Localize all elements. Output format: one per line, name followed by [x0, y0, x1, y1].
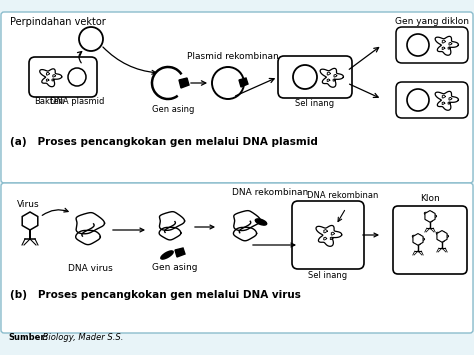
Text: Klon: Klon: [420, 194, 440, 203]
Text: Sel inang: Sel inang: [295, 99, 335, 108]
Text: Bakteri: Bakteri: [34, 97, 64, 106]
Text: Gen asing: Gen asing: [152, 263, 198, 272]
Polygon shape: [413, 234, 423, 245]
Text: Plasmid rekombinan: Plasmid rekombinan: [187, 52, 279, 61]
Polygon shape: [437, 230, 447, 242]
FancyBboxPatch shape: [29, 57, 97, 97]
FancyBboxPatch shape: [1, 12, 473, 183]
Text: DNA rekombinan: DNA rekombinan: [232, 188, 308, 197]
Polygon shape: [175, 248, 185, 257]
Text: DNA virus: DNA virus: [68, 264, 112, 273]
FancyBboxPatch shape: [1, 183, 473, 333]
Text: Sumber:: Sumber:: [8, 333, 48, 342]
Text: Gen yang diklon: Gen yang diklon: [395, 17, 469, 26]
FancyBboxPatch shape: [396, 82, 468, 118]
FancyBboxPatch shape: [292, 201, 364, 269]
Text: DNA plasmid: DNA plasmid: [50, 97, 104, 106]
Ellipse shape: [255, 219, 267, 225]
Polygon shape: [179, 78, 189, 88]
Text: (a)   Proses pencangkokan gen melalui DNA plasmid: (a) Proses pencangkokan gen melalui DNA …: [10, 137, 318, 147]
FancyBboxPatch shape: [393, 206, 467, 274]
Text: Biology, Mader S.S.: Biology, Mader S.S.: [40, 333, 123, 342]
Text: (b)   Proses pencangkokan gen melalui DNA virus: (b) Proses pencangkokan gen melalui DNA …: [10, 290, 301, 300]
FancyBboxPatch shape: [278, 56, 352, 98]
Text: Perpindahan vektor: Perpindahan vektor: [10, 17, 106, 27]
Polygon shape: [425, 211, 435, 222]
Polygon shape: [22, 212, 38, 230]
Ellipse shape: [161, 251, 173, 259]
Text: Virus: Virus: [17, 200, 39, 209]
Polygon shape: [239, 78, 248, 87]
Text: Gen asing: Gen asing: [152, 105, 194, 114]
Text: DNA rekombinan: DNA rekombinan: [307, 191, 379, 200]
Text: Sel inang: Sel inang: [309, 271, 347, 280]
FancyBboxPatch shape: [396, 27, 468, 63]
